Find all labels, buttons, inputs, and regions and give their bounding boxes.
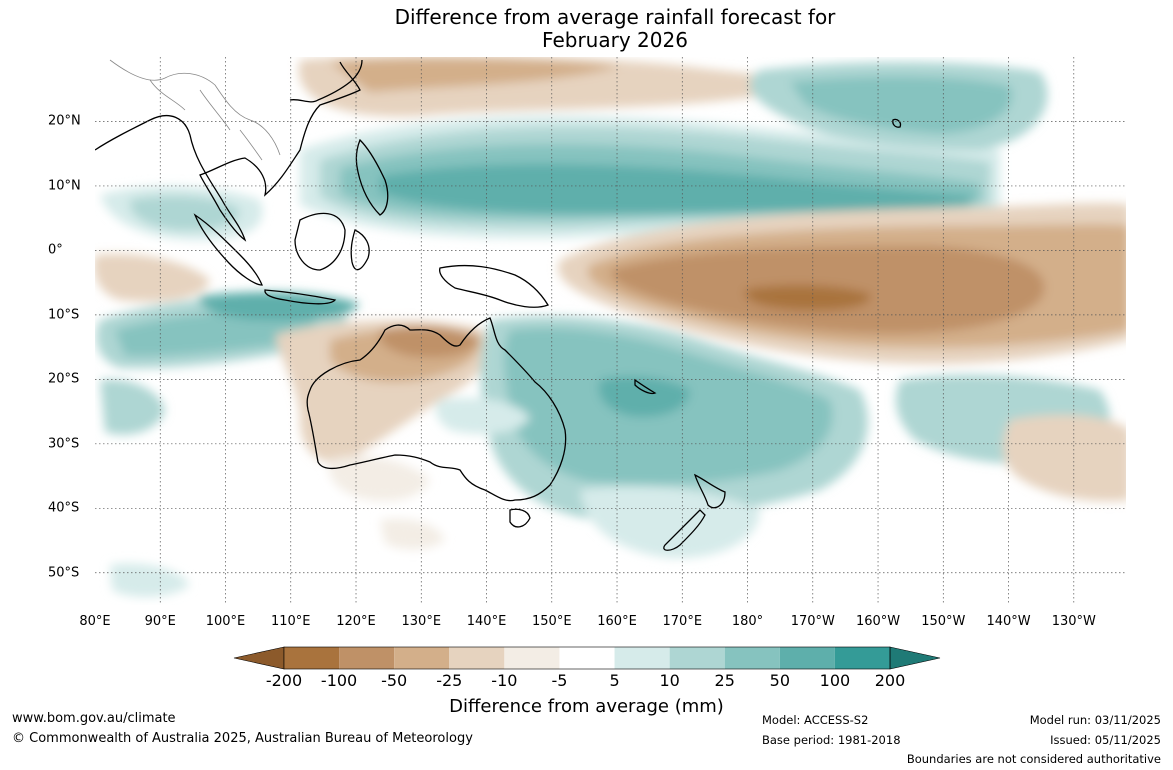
colorbar-segment [339,647,395,669]
australia-coastline [306,317,567,502]
lat-tick-label: 20°N [48,113,81,129]
lon-tick-label: 100°E [205,614,246,629]
lon-tick-label: 90°E [144,614,176,629]
colorbar-extend-high [889,646,941,670]
philippines-coastline [355,138,389,216]
colorbar-segment [559,647,615,669]
boundaries-disclaimer: Boundaries are not considered authoritat… [906,752,1161,766]
colorbar-frame [283,646,891,670]
colorbar-segment [724,647,780,669]
base-period: Base period: 1981-2018 [762,733,901,747]
lat-tick-label: 10°N [48,178,81,194]
website-link[interactable]: www.bom.gov.au/climate [12,711,176,726]
colorbar-segment [284,647,340,669]
map-title-line1: Difference from average rainfall forecas… [394,5,836,29]
lon-tick-label: 170°W [790,614,835,629]
lat-tick-label: 40°S [48,500,80,516]
colorbar-tick-label: -100 [320,671,358,690]
java-coastline [264,289,337,305]
colorbar-tick-label: -50 [381,671,408,690]
colorbar-tick-label: 10 [659,671,680,690]
lat-tick-label: 10°S [48,307,80,323]
japan-coastline [289,59,363,103]
lon-tick-label: 160°E [597,614,637,629]
country-borders [109,59,281,161]
coastlines [95,59,902,551]
lat-tick-label: 50°S [48,565,80,581]
colorbar-segment [779,647,835,669]
lon-tick-label: 140°E [466,614,507,629]
colorbar-tick-label: -200 [265,671,303,690]
gridlines [95,57,1126,605]
lon-tick-label: 180° [731,614,764,629]
lon-tick-label: 80°E [79,614,111,629]
colorbar-tick-label: 25 [714,671,735,690]
issued-date: Issued: 05/11/2025 [1050,733,1161,747]
lon-tick-label: 130°E [401,614,442,629]
lat-tick-label: 30°S [48,436,80,452]
colorbar-tick-label: 50 [769,671,790,690]
colorbar [233,646,941,670]
copyright-text: © Commonwealth of Australia 2025, Austra… [12,731,473,746]
colorbar-segment [504,647,560,669]
colorbar-segment [669,647,725,669]
lon-tick-label: 150°W [921,614,966,629]
lat-tick-label: 0° [48,242,63,258]
colorbar-title: Difference from average (mm) [449,696,724,717]
borneo-coastline [294,212,346,271]
colorbar-segment [614,647,670,669]
lon-tick-label: 160°W [855,614,901,629]
model-run-date: Model run: 03/11/2025 [1029,713,1161,727]
hawaii-coastline [892,118,902,128]
map-title-line2: February 2026 [542,28,688,52]
new-guinea-coastline [439,264,549,308]
nz-north-coastline [693,473,726,509]
colorbar-segment [394,647,450,669]
model-name: Model: ACCESS-S2 [762,713,869,727]
colorbar-tick-label: 200 [874,671,906,690]
colorbar-extend-low [233,646,285,670]
lon-tick-label: 130°W [1051,614,1096,629]
colorbar-segment [834,647,890,669]
colorbar-tick-label: 5 [609,671,620,690]
lon-tick-label: 120°E [336,614,376,629]
colorbar-tick-label: -5 [551,671,568,690]
colorbar-tick-label: 100 [819,671,851,690]
colorbar-tick-label: -25 [436,671,463,690]
tasmania-coastline [509,508,531,528]
asia-coastline [95,61,361,242]
lat-tick-label: 20°S [48,371,80,387]
lon-tick-label: 140°W [986,614,1031,629]
lon-tick-label: 170°E [662,614,703,629]
fiji-coastline [634,378,657,395]
sumatra-coastline [193,213,263,286]
nz-south-coastline [663,509,706,551]
colorbar-tick-label: -10 [491,671,518,690]
sulawesi-coastline [350,229,370,271]
anomaly-field [95,57,1126,597]
lon-tick-label: 150°E [532,614,572,629]
colorbar-segment [449,647,505,669]
lon-tick-label: 110°E [270,614,311,629]
